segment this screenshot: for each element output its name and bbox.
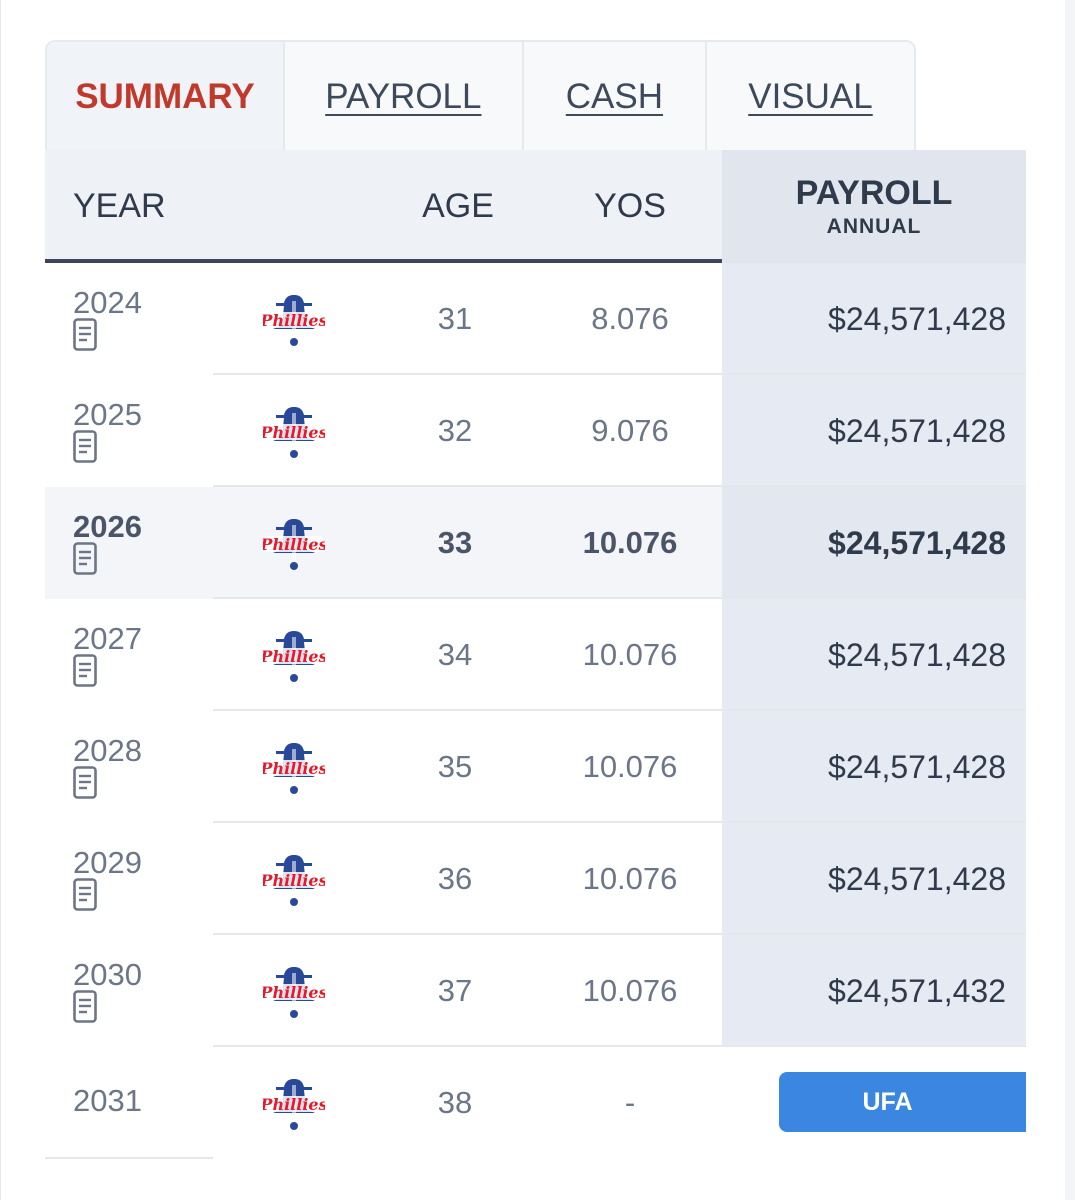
table-row: 2025 Phillies 32 9.076 $24,571,428 [45,375,1026,487]
contract-document-icon[interactable] [73,878,97,911]
row-divider [213,485,1026,487]
age-cell: 33 [437,525,473,560]
table-body: 2024 Phillies 31 8.076 $24,571,428 2025 [45,263,1026,1159]
year-cell: 2028 [73,733,142,768]
column-header-age[interactable]: AGE [422,187,494,225]
phillies-logo-icon: Phillies [263,967,325,1018]
left-edge [0,0,1,1200]
payroll-cell: $24,571,428 [722,823,1026,935]
tab-payroll[interactable]: PAYROLL [282,42,522,151]
tab-visual[interactable]: VISUAL [704,42,914,151]
row-divider [213,933,1026,935]
age-cell: 38 [437,1085,473,1120]
table-row: 2028 Phillies 35 10.076 $24,571,428 [45,711,1026,823]
yos-cell: 10.076 [582,973,678,1008]
phillies-logo-icon: Phillies [263,631,325,682]
year-cell: 2025 [73,397,142,432]
phillies-logo-icon: Phillies [263,743,325,794]
column-header-payroll[interactable]: PAYROLL ANNUAL [722,150,1026,263]
row-divider [45,1157,213,1159]
contract-document-icon[interactable] [73,654,97,687]
phillies-logo-icon: Phillies [263,1079,325,1130]
contract-document-icon[interactable] [73,318,97,351]
age-cell: 36 [437,861,473,896]
year-cell: 2031 [73,1083,142,1118]
contract-table: YEAR AGE YOS PAYROLL ANNUAL 2024 Phillie… [45,150,1026,1159]
yos-cell: 10.076 [582,861,678,896]
table-row: 2027 Phillies 34 10.076 $24,571,428 [45,599,1026,711]
table-row: 2030 Phillies 37 10.076 $24,571,432 [45,935,1026,1047]
tab-summary[interactable]: SUMMARY [47,42,283,151]
phillies-logo-icon: Phillies [263,519,325,570]
column-header-year[interactable]: YEAR [73,187,166,225]
contract-document-icon[interactable] [73,430,97,463]
svg-text:Phillies: Phillies [263,311,325,330]
yos-cell: 9.076 [591,413,669,448]
row-divider [213,373,1026,375]
year-cell: 2029 [73,845,142,880]
payroll-cell: $24,571,428 [722,711,1026,823]
svg-text:Phillies: Phillies [263,1095,325,1114]
svg-text:Phillies: Phillies [263,871,325,890]
tab-bar: SUMMARY PAYROLL CASH VISUAL [45,40,916,151]
svg-text:Phillies: Phillies [263,423,325,442]
contract-document-icon[interactable] [73,990,97,1023]
year-cell: 2024 [73,285,142,320]
year-cell: 2026 [73,509,142,544]
column-header-yos[interactable]: YOS [594,187,666,225]
payroll-cell: $24,571,428 [722,599,1026,711]
row-divider [213,597,1026,599]
yos-cell: 10.076 [582,749,678,784]
table-row: 2029 Phillies 36 10.076 $24,571,428 [45,823,1026,935]
tab-cash[interactable]: CASH [521,42,705,151]
svg-text:Phillies: Phillies [263,759,325,778]
age-cell: 35 [437,749,473,784]
year-cell: 2030 [73,957,142,992]
phillies-logo-icon: Phillies [263,855,325,906]
phillies-logo-icon: Phillies [263,295,325,346]
age-cell: 31 [437,301,473,336]
age-cell: 34 [437,637,473,672]
phillies-logo-icon: Phillies [263,407,325,458]
payroll-cell: $24,571,428 [722,375,1026,487]
table-header: YEAR AGE YOS PAYROLL ANNUAL [45,150,1026,263]
row-divider [213,821,1026,823]
payroll-cell: $24,571,428 [722,263,1026,375]
age-cell: 32 [437,413,473,448]
row-divider [213,709,1026,711]
payroll-cell: $24,571,432 [722,935,1026,1047]
payroll-header-title: PAYROLL [795,173,953,212]
yos-cell: 8.076 [591,301,669,336]
age-cell: 37 [437,973,473,1008]
payroll-cell: UFA [722,1047,1026,1159]
table-row: 2031 Phillies 38 - UFA [45,1047,1026,1159]
ufa-badge[interactable]: UFA [779,1072,1026,1132]
year-cell: 2027 [73,621,142,656]
contract-document-icon[interactable] [73,542,97,575]
row-divider [213,1045,1026,1047]
payroll-cell: $24,571,428 [722,487,1026,599]
contract-document-icon[interactable] [73,766,97,799]
yos-cell: 10.076 [582,637,678,672]
table-row: 2024 Phillies 31 8.076 $24,571,428 [45,263,1026,375]
svg-text:Phillies: Phillies [263,647,325,666]
yos-cell: 10.076 [582,525,678,560]
yos-cell: - [624,1085,636,1120]
svg-text:Phillies: Phillies [263,535,325,554]
svg-text:Phillies: Phillies [263,983,325,1002]
payroll-header-subtitle: ANNUAL [826,214,922,238]
table-row: 2026 Phillies 33 10.076 $24,571,428 [45,487,1026,599]
right-edge [1065,0,1075,1200]
